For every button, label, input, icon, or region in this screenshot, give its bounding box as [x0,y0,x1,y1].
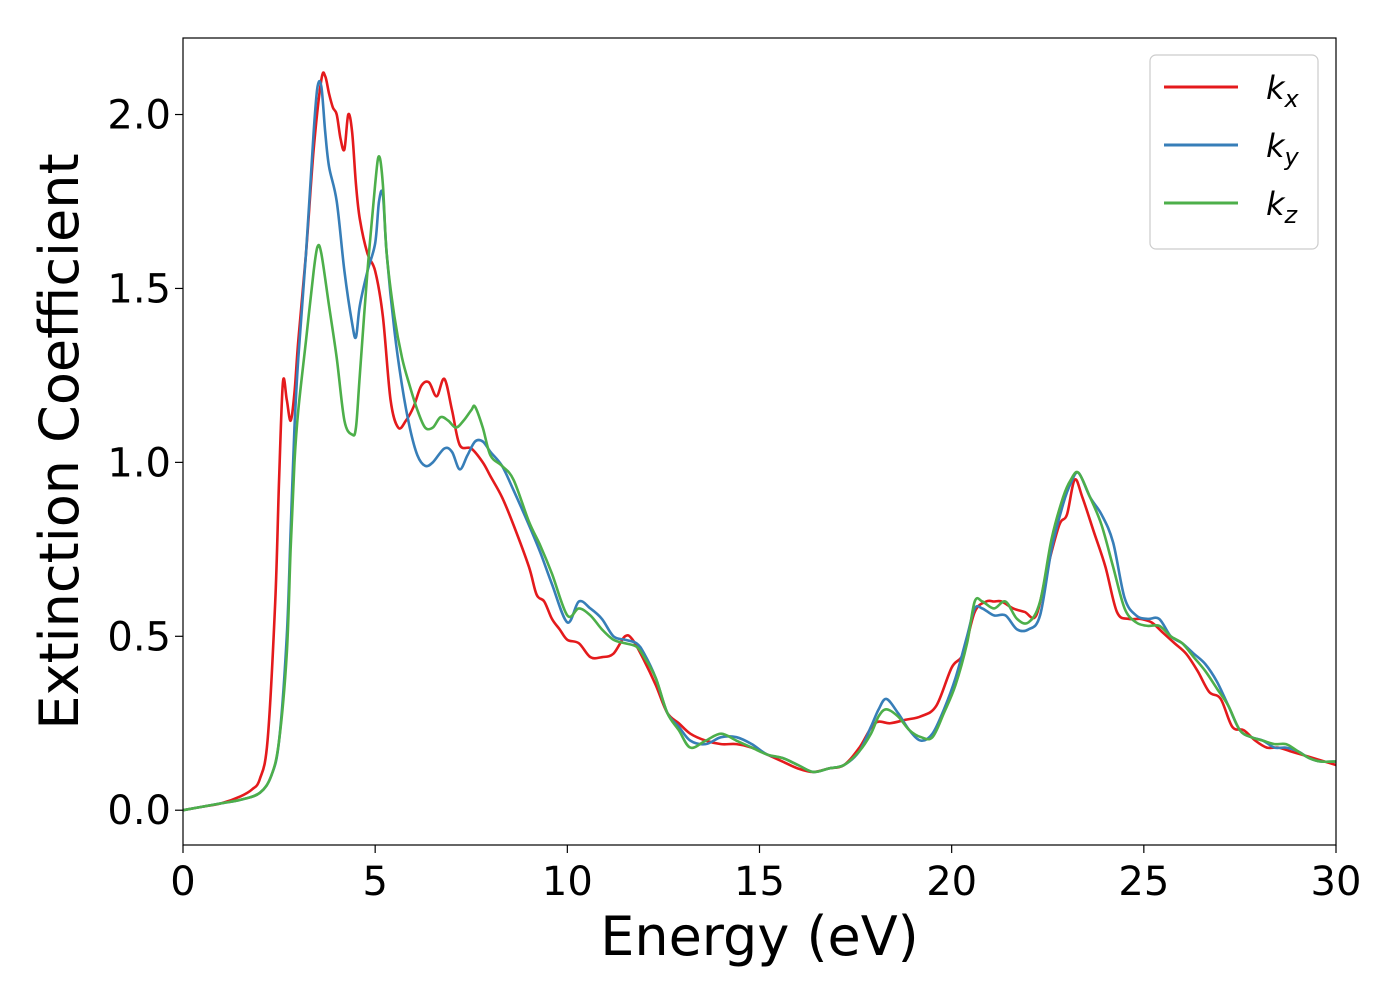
x-tick-label: 15 [734,859,785,905]
legend-label-x: kx [1266,69,1300,113]
y-tick-label: 1.5 [107,266,171,312]
series-layer [183,71,1336,812]
y-tick-label: 0.5 [107,614,171,660]
series-line-x [183,71,1336,812]
y-tick-label: 0.0 [107,788,171,834]
legend-box [1149,54,1319,250]
legend: kx ky kz [1149,54,1319,250]
legend-label-y: ky [1266,127,1300,171]
x-tick-label: 25 [1118,859,1169,905]
x-tick-label: 0 [170,859,195,905]
x-tick-label: 10 [542,859,593,905]
x-tick-label: 20 [926,859,977,905]
series-line-z [183,154,1336,812]
y-tick-label: 1.0 [107,440,171,486]
x-tick-label: 30 [1311,859,1362,905]
legend-label-z: kz [1266,185,1299,229]
ticks-layer: 0 5 10 15 20 25 30 0.0 0.5 1.0 1.5 2.0 [107,93,1361,905]
x-tick-label: 5 [362,859,387,905]
y-tick-label: 2.0 [107,93,171,139]
y-axis-title: Extinction Coefficient [28,153,91,729]
x-axis-title: Energy (eV) [600,905,919,968]
